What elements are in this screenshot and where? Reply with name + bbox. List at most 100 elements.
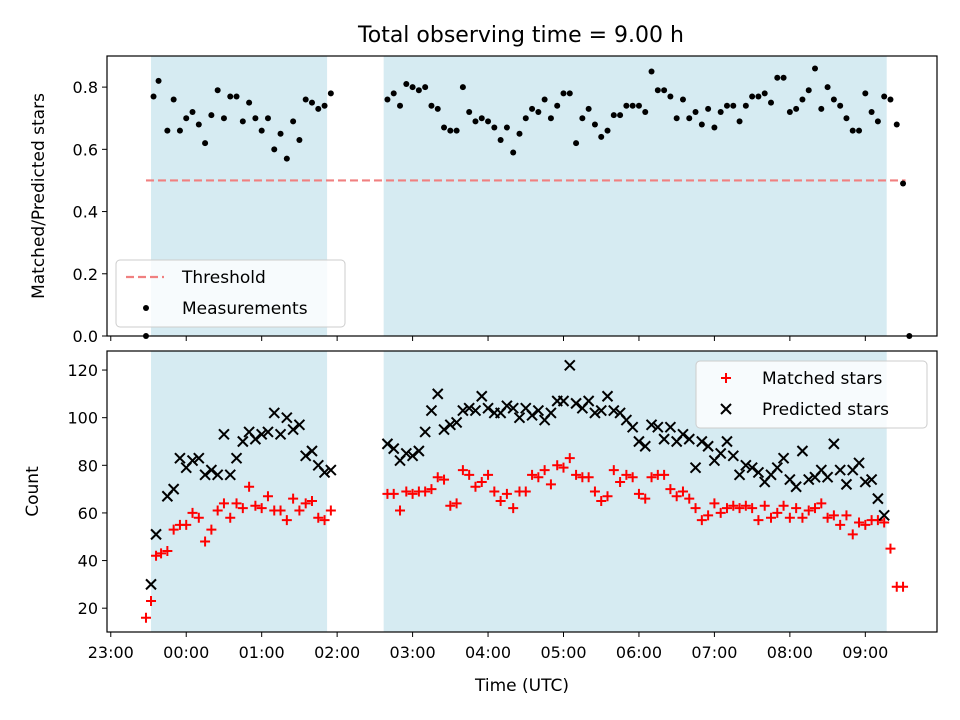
data-point bbox=[786, 109, 793, 115]
data-point bbox=[532, 404, 545, 417]
data-point bbox=[193, 452, 205, 464]
data-point bbox=[601, 390, 614, 402]
data-point bbox=[466, 109, 473, 115]
data-point bbox=[212, 505, 223, 516]
data-point bbox=[862, 90, 869, 97]
data-point bbox=[595, 404, 607, 417]
data-point bbox=[290, 118, 297, 125]
data-point bbox=[447, 127, 454, 134]
data-point bbox=[740, 459, 752, 472]
data-point bbox=[774, 74, 781, 81]
data-point bbox=[885, 543, 896, 554]
data-point bbox=[865, 473, 878, 486]
data-point bbox=[623, 102, 630, 109]
data-point bbox=[211, 469, 224, 481]
plot-frame bbox=[106, 55, 938, 337]
data-point bbox=[849, 127, 856, 134]
data-point bbox=[627, 472, 638, 483]
data-point bbox=[183, 115, 190, 122]
data-point bbox=[277, 130, 284, 137]
data-point bbox=[812, 65, 819, 72]
data-point bbox=[689, 461, 702, 474]
data-point bbox=[872, 492, 884, 505]
data-point bbox=[214, 87, 221, 94]
data-point bbox=[390, 90, 397, 97]
data-point bbox=[501, 488, 512, 499]
y-axis-label: Count bbox=[23, 466, 43, 517]
data-point bbox=[633, 488, 644, 499]
data-point bbox=[796, 445, 809, 457]
y-tick-label: 0.6 bbox=[73, 140, 98, 159]
x-tick-label: 00:00 bbox=[163, 643, 209, 662]
data-point bbox=[635, 102, 642, 109]
data-point bbox=[721, 435, 733, 448]
shaded-interval-1 bbox=[151, 351, 328, 632]
data-point bbox=[495, 496, 506, 507]
y-tick-label: 120 bbox=[67, 361, 98, 380]
data-point bbox=[268, 407, 280, 419]
data-point bbox=[856, 127, 863, 134]
data-point bbox=[645, 419, 658, 431]
data-point bbox=[558, 462, 569, 473]
data-point bbox=[541, 96, 548, 103]
data-point bbox=[772, 507, 783, 518]
data-point bbox=[438, 423, 450, 436]
data-point bbox=[450, 416, 463, 429]
data-point bbox=[583, 472, 594, 483]
data-point bbox=[395, 505, 406, 516]
data-point bbox=[457, 404, 469, 417]
data-point bbox=[742, 102, 749, 109]
data-point bbox=[874, 118, 881, 125]
data-point bbox=[445, 500, 456, 511]
data-point bbox=[539, 465, 550, 476]
data-point bbox=[444, 419, 457, 431]
data-point bbox=[249, 433, 262, 445]
data-point bbox=[264, 115, 271, 122]
data-point bbox=[510, 149, 517, 156]
data-point bbox=[640, 493, 651, 504]
data-point bbox=[573, 140, 580, 147]
x-tick-label: 02:00 bbox=[314, 643, 360, 662]
data-point bbox=[810, 503, 821, 514]
data-point bbox=[727, 450, 739, 462]
data-point bbox=[526, 409, 538, 422]
data-point bbox=[834, 464, 846, 476]
data-point bbox=[252, 115, 259, 122]
data-point bbox=[274, 428, 287, 441]
data-point bbox=[425, 404, 438, 417]
y-tick-label: 20 bbox=[78, 599, 98, 618]
data-point bbox=[288, 493, 299, 504]
data-point bbox=[384, 96, 391, 103]
x-tick-label: 09:00 bbox=[842, 643, 888, 662]
data-point bbox=[146, 596, 157, 607]
data-point bbox=[684, 493, 695, 504]
data-point bbox=[690, 503, 701, 514]
data-point bbox=[200, 536, 211, 547]
data-point bbox=[610, 112, 617, 119]
data-point bbox=[683, 433, 695, 445]
data-point bbox=[664, 421, 677, 433]
data-point bbox=[255, 428, 268, 441]
data-point bbox=[275, 505, 286, 516]
data-point bbox=[306, 445, 318, 457]
data-point bbox=[696, 435, 708, 448]
data-point bbox=[463, 402, 475, 414]
data-point bbox=[527, 469, 538, 480]
data-point bbox=[476, 476, 487, 487]
data-point bbox=[151, 550, 162, 561]
data-point bbox=[470, 481, 481, 492]
data-point bbox=[439, 474, 450, 485]
data-point bbox=[230, 452, 243, 464]
data-point bbox=[840, 478, 853, 491]
data-point bbox=[887, 96, 894, 103]
data-point bbox=[639, 440, 651, 452]
data-point bbox=[187, 507, 198, 518]
data-point bbox=[629, 102, 636, 109]
data-point bbox=[256, 503, 267, 514]
data-point bbox=[589, 407, 601, 419]
data-point bbox=[186, 454, 199, 467]
data-point bbox=[533, 472, 544, 483]
data-point bbox=[287, 423, 299, 436]
x-tick-label: 05:00 bbox=[540, 643, 586, 662]
data-point bbox=[705, 105, 712, 112]
